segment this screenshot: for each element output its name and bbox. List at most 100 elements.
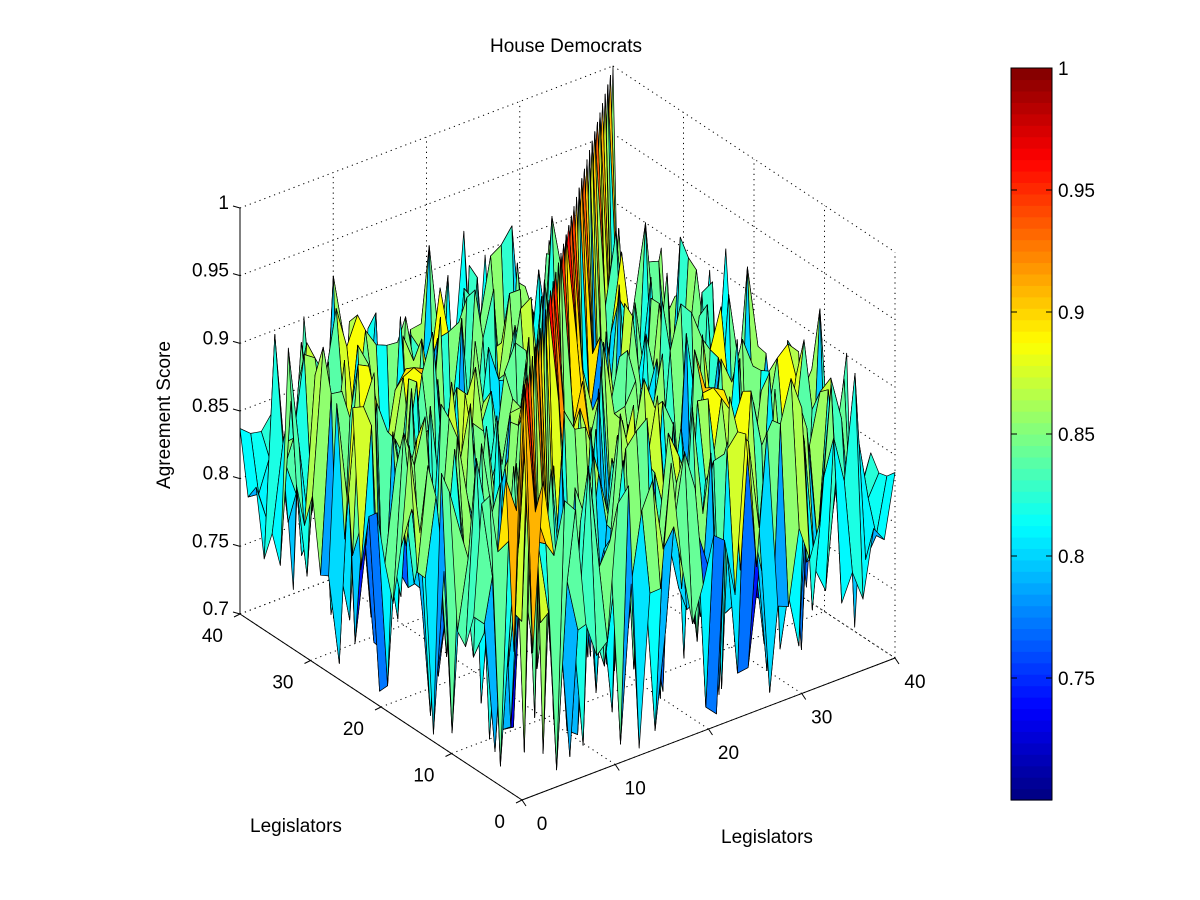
z-axis-tick — [232, 408, 241, 412]
colorbar-segment — [1011, 90, 1052, 103]
colorbar-segment — [1011, 319, 1052, 332]
colorbar-segment — [1011, 662, 1052, 675]
colorbar-segment — [1011, 514, 1052, 527]
z-tick-label: 0.75 — [192, 531, 229, 552]
colorbar-segment — [1011, 388, 1052, 401]
colorbar-segment — [1011, 422, 1052, 435]
colorbar-segment — [1011, 525, 1052, 538]
y-axis-tick — [374, 706, 382, 711]
colorbar-segment — [1011, 148, 1052, 161]
colorbar-segment — [1011, 376, 1052, 389]
side-wall-gridline — [612, 133, 896, 321]
colorbar-segment — [1011, 628, 1052, 641]
z-tick-label: 1 — [218, 193, 229, 214]
chart-title: House Democrats — [490, 36, 642, 57]
colorbar-segment — [1011, 285, 1052, 298]
z-axis-tick — [232, 205, 241, 209]
colorbar-segment — [1011, 365, 1052, 378]
colorbar-segment — [1011, 571, 1052, 584]
side-wall-gridline — [612, 65, 896, 253]
x-axis-tick — [708, 728, 713, 736]
side-wall-gridline — [612, 200, 896, 388]
colorbar-segment — [1011, 170, 1052, 183]
colorbar-segment — [1011, 788, 1052, 801]
y-tick-label: 20 — [343, 719, 364, 740]
colorbar-segment — [1011, 674, 1052, 687]
colorbar-tick-label: 0.95 — [1058, 181, 1095, 202]
colorbar-segment — [1011, 113, 1052, 126]
axis-lines — [232, 205, 900, 807]
colorbar-segment — [1011, 765, 1052, 778]
z-tick-label: 0.95 — [192, 261, 229, 282]
x-tick-label: 20 — [718, 743, 739, 764]
y-tick-label: 30 — [272, 673, 293, 694]
colorbar-segment — [1011, 308, 1052, 321]
y-tick-label: 10 — [413, 766, 434, 787]
tick-labels: 0 10 20 30 40 0 10 20 30 40 0.7 0.75 0.8 0.85 0.9 0.95 1 — [192, 193, 926, 835]
colorbar-segment — [1011, 731, 1052, 744]
colorbar-segment — [1011, 125, 1052, 138]
colorbar-segment — [1011, 216, 1052, 229]
z-tick-label: 0.7 — [203, 599, 229, 620]
z-tick-label: 0.85 — [192, 396, 229, 417]
colorbar-segment — [1011, 582, 1052, 595]
side-wall-gridline — [612, 471, 896, 659]
colorbar-segment — [1011, 594, 1052, 607]
colorbar-segment — [1011, 491, 1052, 504]
z-axis-tick — [232, 476, 241, 480]
z-axis-tick — [232, 340, 241, 344]
colorbar-segment — [1011, 708, 1052, 721]
colorbar-segment — [1011, 262, 1052, 275]
colorbar-segment — [1011, 468, 1052, 481]
z-tick-label: 0.9 — [203, 328, 229, 349]
colorbar: 0.75 0.8 0.85 0.9 0.95 1 — [1010, 59, 1095, 801]
colorbar-segment — [1011, 719, 1052, 732]
colorbar-segment — [1011, 605, 1052, 618]
colorbar-segment — [1011, 331, 1052, 344]
colorbar-segment — [1011, 251, 1052, 264]
y-tick-label: 40 — [202, 626, 223, 647]
colorbar-segment — [1011, 697, 1052, 710]
x-axis-tick — [801, 693, 807, 700]
colorbar-segment — [1011, 754, 1052, 767]
colorbar-segment — [1011, 205, 1052, 218]
colorbar-segment — [1011, 411, 1052, 424]
colorbar-segment — [1011, 182, 1052, 195]
colorbar-segment — [1011, 239, 1052, 252]
y-axis-tick — [515, 799, 523, 804]
colorbar-segment — [1011, 353, 1052, 366]
x-axis-tick — [521, 799, 527, 807]
colorbar-segment — [1011, 159, 1052, 172]
colorbar-segment — [1011, 296, 1052, 309]
y-axis-label: Legislators — [250, 816, 342, 837]
colorbar-tick-label: 0.8 — [1058, 547, 1084, 568]
colorbar-segment — [1011, 399, 1052, 412]
colorbar-tick-label: 0.9 — [1058, 303, 1084, 324]
colorbar-segment — [1011, 559, 1052, 572]
colorbar-segment — [1011, 742, 1052, 755]
colorbar-segment — [1011, 342, 1052, 355]
y-axis-tick — [445, 753, 452, 757]
y-tick-label: 0 — [494, 812, 505, 833]
colorbar-segment — [1011, 273, 1052, 286]
colorbar-segment — [1011, 102, 1052, 115]
colorbar-segment — [1011, 502, 1052, 515]
colorbar-segment — [1011, 68, 1052, 81]
colorbar-segment — [1011, 445, 1052, 458]
colorbar-segment — [1011, 548, 1052, 561]
y-axis-tick — [233, 613, 241, 618]
z-axis-tick — [232, 611, 241, 615]
colorbar-segment — [1011, 479, 1052, 492]
x-axis-label: Legislators — [721, 827, 813, 848]
z-axis-tick — [232, 543, 241, 547]
colorbar-segment — [1011, 79, 1052, 92]
colorbar-tick-label: 0.85 — [1058, 425, 1095, 446]
colorbar-segment — [1011, 228, 1052, 241]
colorbar-tick-label: 1 — [1058, 59, 1069, 80]
surface-plot — [239, 65, 896, 771]
z-axis-label: Agreement Score — [154, 341, 175, 489]
colorbar-segment — [1011, 639, 1052, 652]
y-axis-tick — [304, 660, 311, 664]
colorbar-segment — [1011, 456, 1052, 469]
